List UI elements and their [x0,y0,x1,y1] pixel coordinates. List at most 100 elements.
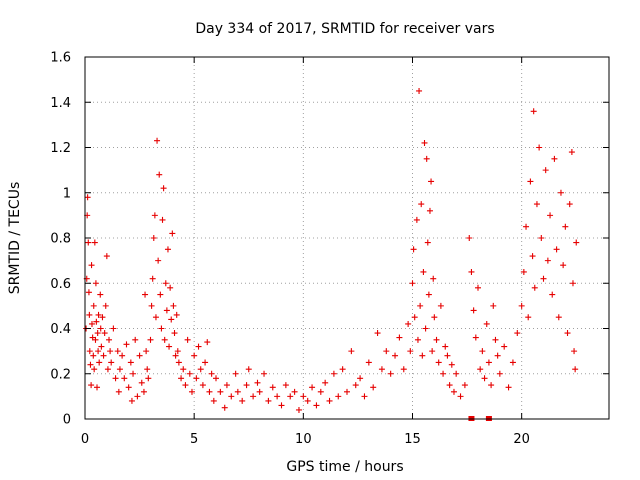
data-point [457,393,464,400]
data-point [348,348,355,355]
y-tick-label: 0.6 [50,277,71,292]
data-point [530,108,537,115]
data-point [90,352,97,359]
data-point [125,384,132,391]
data-point [265,397,272,404]
data-point [378,366,385,373]
data-point [569,280,576,287]
data-point [344,388,350,395]
data-point [405,320,412,327]
data-point [94,384,101,391]
data-point [202,359,209,366]
data-point [527,178,534,185]
data-point [418,201,425,208]
data-point [97,291,104,298]
y-axis-ticks: 0 0.2 0.4 0.6 0.8 1 1.2 1.4 1.6 [50,51,609,428]
data-point [440,370,447,377]
data-point [572,366,579,373]
data-point [509,359,516,366]
data-point [483,320,490,327]
data-point [213,375,219,382]
data-point [560,262,567,269]
data-point [134,393,141,400]
data-point [128,397,135,404]
data-point [274,393,281,400]
data-point [555,314,562,321]
data-point [540,275,547,282]
data-point [106,336,113,343]
chart-title: Day 334 of 2017, SRMTID for receiver var… [195,21,494,37]
data-point [160,185,167,192]
data-point [110,325,117,332]
data-point [156,171,163,178]
data-point [107,348,114,355]
data-point [411,314,418,321]
data-point [116,366,123,373]
data-point [90,302,97,309]
data-point [529,253,536,260]
data-point [96,359,103,366]
data-point [562,223,569,230]
data-point [407,348,414,355]
data-point [544,257,551,264]
data-point [103,253,110,260]
y-tick-label: 0 [63,413,71,428]
data-point [163,307,170,314]
y-tick-label: 1.2 [50,141,71,156]
data-point [409,280,416,287]
data-point [150,235,157,241]
data-point [112,375,119,382]
data-point [127,359,134,366]
x-tick-label: 10 [295,432,312,447]
data-point [472,334,479,341]
x-tick-label: 5 [190,432,198,447]
data-point [514,330,521,337]
data-point [361,393,368,400]
data-point [278,402,285,409]
data-point [304,397,311,404]
data-point [518,302,525,309]
data-point [95,311,102,318]
y-tick-label: 1.4 [50,96,71,111]
data-point [175,359,182,366]
y-tick-label: 0.2 [50,367,71,382]
data-point [542,167,549,174]
data-point [431,314,438,321]
data-point [501,343,508,350]
data-point [317,388,324,395]
data-point [140,388,147,395]
data-point [357,375,364,382]
data-point [104,366,111,373]
data-point [309,384,316,391]
data-point [232,370,239,377]
data-point [85,239,92,246]
data-point [547,212,554,219]
data-point [421,139,428,146]
data-point [446,382,453,389]
data-point [291,388,298,395]
data-point [448,361,455,368]
data-point [193,375,200,382]
data-point [191,352,198,359]
data-point [295,406,302,413]
data-point [479,348,486,355]
data-point [365,359,372,366]
data-point [143,348,150,355]
data-point [132,336,139,343]
data-point [496,370,503,377]
data-point [173,311,180,318]
data-point [144,366,151,373]
data-point [102,302,109,309]
data-point [413,216,420,223]
data-point [180,366,187,373]
data-point [199,382,206,389]
data-point [142,291,149,298]
data-point [453,370,460,377]
data-point [138,379,145,386]
x-axis-label: GPS time / hours [286,459,403,475]
data-point [536,144,543,151]
data-point [488,382,495,389]
data-point [123,341,130,348]
data-point [254,379,261,386]
data-point [426,207,433,214]
